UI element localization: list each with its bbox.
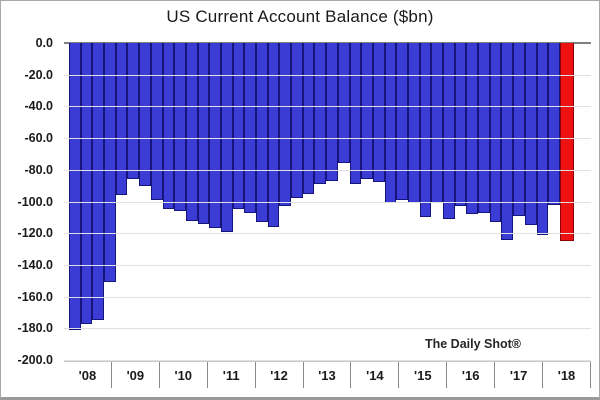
bar-2011-Q4	[244, 43, 256, 213]
gridline	[64, 233, 591, 234]
daily-shot-watermark: The Daily Shot®	[424, 337, 521, 351]
y-axis-tick-label: -160.0	[17, 290, 53, 304]
x-axis-year-label-13: '13	[304, 362, 352, 388]
y-axis-tick-label: -140.0	[17, 258, 53, 272]
gridline	[64, 360, 591, 361]
bar-2014-Q3	[372, 43, 385, 182]
chart-title: US Current Account Balance ($bn)	[166, 7, 434, 26]
bar-2013-Q3	[326, 43, 338, 181]
bar-2012-Q1	[256, 43, 268, 222]
x-axis-year-label-17: '17	[495, 362, 544, 388]
bar-2016-Q2	[454, 43, 467, 206]
bar-2018-Q2	[548, 43, 560, 205]
bar-2018-Q1	[536, 43, 549, 235]
bar-2017-Q4	[524, 43, 537, 225]
gridline	[64, 75, 591, 76]
bar-2013-Q2	[314, 43, 327, 184]
bar-2011-Q1	[209, 43, 221, 228]
x-axis-year-label-15: '15	[399, 362, 448, 388]
bar-2013-Q1	[302, 43, 315, 194]
y-axis-tick-label: -200.0	[17, 353, 53, 367]
bar-2012-Q2	[267, 43, 280, 227]
bar-2017-Q1	[489, 43, 502, 222]
bar-2017-Q2	[501, 43, 514, 240]
bar-2015-Q1	[396, 43, 408, 200]
bar-2011-Q2	[220, 43, 233, 232]
bar-2008-Q2	[80, 43, 93, 324]
gridline	[64, 328, 591, 329]
bar-series	[69, 43, 574, 360]
gridline	[64, 106, 591, 107]
bar-2014-Q1	[349, 43, 362, 184]
x-axis-year-label-09: '09	[112, 362, 160, 388]
gridline	[64, 138, 591, 139]
bar-2009-Q2	[127, 43, 140, 179]
x-axis: '08'09'10'11'12'13'14'15'16'17'18	[64, 361, 591, 388]
gridline	[64, 297, 591, 298]
y-axis-tick-label: -60.0	[24, 131, 54, 145]
plot-area	[64, 42, 591, 361]
y-axis-tick-label: -100.0	[17, 195, 53, 209]
bar-2017-Q3	[513, 43, 525, 216]
bar-2014-Q2	[361, 43, 373, 179]
bar-2010-Q3	[185, 43, 198, 221]
y-axis-tick-label: 0.0	[35, 36, 53, 50]
y-axis-tick-label: -40.0	[24, 99, 54, 113]
bar-2016-Q1	[443, 43, 455, 219]
bar-2010-Q1	[162, 43, 175, 209]
bar-highlight-2018-Q3	[559, 43, 574, 241]
x-axis-year-label-14: '14	[351, 362, 400, 388]
y-axis-tick-label: -120.0	[17, 226, 53, 240]
gridline	[64, 265, 591, 266]
bar-2010-Q4	[197, 43, 210, 224]
bar-2014-Q4	[384, 43, 397, 203]
bar-2008-Q4	[104, 43, 116, 282]
x-axis-year-label-08: '08	[64, 362, 112, 388]
x-axis-year-label-18: '18	[543, 362, 591, 388]
x-axis-year-label-16: '16	[447, 362, 496, 388]
bar-2012-Q3	[279, 43, 292, 206]
bar-2015-Q4	[431, 43, 443, 203]
bar-2009-Q1	[115, 43, 128, 195]
bar-2008-Q1	[69, 43, 81, 330]
bar-2010-Q2	[174, 43, 186, 211]
gridline	[64, 202, 591, 203]
x-axis-year-label-12: '12	[256, 362, 304, 388]
bar-2016-Q4	[478, 43, 490, 213]
bar-2009-Q3	[139, 43, 151, 186]
gridline	[64, 170, 591, 171]
bar-2008-Q3	[92, 43, 105, 320]
bar-2015-Q3	[419, 43, 432, 217]
bar-2016-Q3	[466, 43, 479, 214]
bar-2012-Q4	[291, 43, 303, 198]
bar-2013-Q4	[337, 43, 350, 163]
y-axis-tick-label: -180.0	[17, 321, 53, 335]
y-axis-tick-label: -20.0	[24, 68, 54, 82]
x-axis-year-label-11: '11	[208, 362, 256, 388]
bar-2011-Q3	[232, 43, 245, 209]
bar-2009-Q4	[150, 43, 163, 200]
y-axis-tick-label: -80.0	[24, 163, 54, 177]
bar-2015-Q2	[407, 43, 420, 203]
x-axis-year-label-10: '10	[160, 362, 208, 388]
